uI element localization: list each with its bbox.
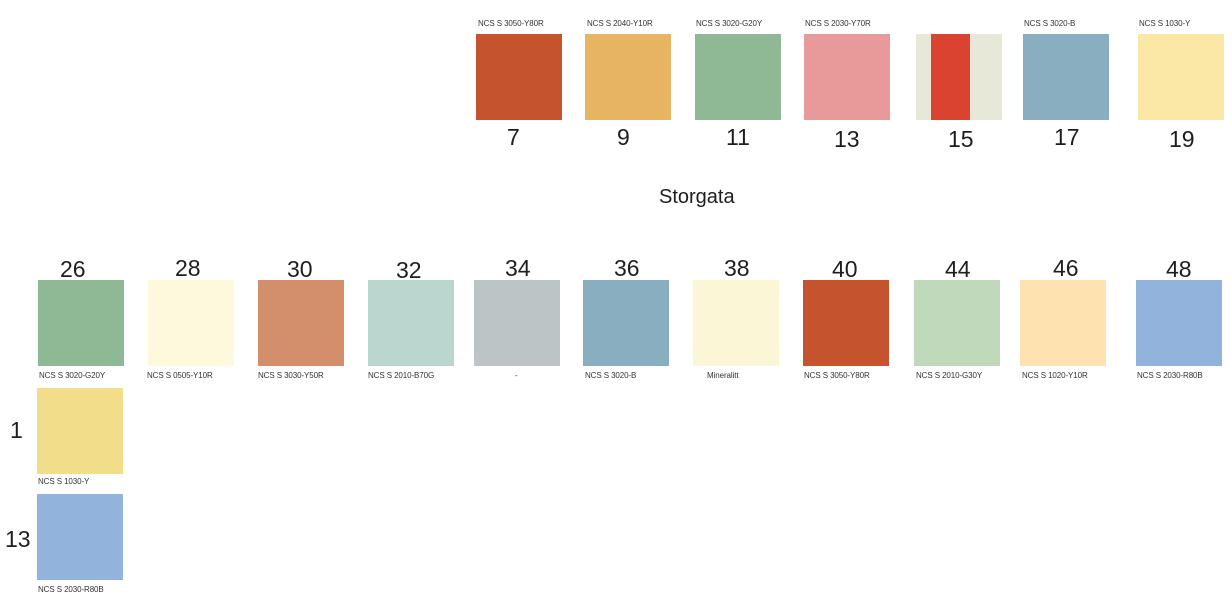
color-swatch [148, 280, 234, 366]
color-swatch [804, 34, 890, 120]
swatch-code: NCS S 3020-G20Y [39, 371, 106, 380]
swatch-code: NCS S 3020-B [1024, 19, 1076, 28]
house-number: 30 [287, 256, 313, 282]
house-number: 7 [507, 124, 520, 150]
house-number: 13 [834, 126, 860, 152]
swatch-code: NCS S 1030-Y [1139, 19, 1191, 28]
house-number: 11 [726, 124, 750, 150]
striped-swatch [916, 34, 1002, 120]
house-number: 32 [396, 257, 422, 283]
street-name: Storgata [659, 186, 735, 208]
house-number: 17 [1054, 124, 1080, 150]
house-number: 9 [617, 124, 630, 150]
stripe-center [931, 34, 970, 120]
color-swatch [803, 280, 889, 366]
house-number: 40 [832, 256, 858, 282]
stripe-right [970, 34, 1002, 120]
color-swatch [37, 388, 123, 474]
swatch-code: NCS S 1020-Y10R [1022, 371, 1088, 380]
swatch-code: NCS S 2030-R80B [1137, 371, 1203, 380]
color-swatch [37, 494, 123, 580]
color-swatch [474, 280, 560, 366]
swatch-code: - [515, 371, 518, 380]
house-number: 19 [1169, 126, 1195, 152]
swatch-code: NCS S 2030-R80B [38, 585, 104, 594]
color-swatch [693, 280, 779, 366]
color-swatch [1138, 34, 1224, 120]
swatch-code: NCS S 2010-G30Y [916, 371, 983, 380]
swatch-code: NCS S 0505-Y10R [147, 371, 213, 380]
swatch-code: NCS S 3020-G20Y [696, 19, 763, 28]
swatch-code: NCS S 2040-Y10R [587, 19, 653, 28]
house-number: 44 [945, 256, 971, 282]
house-number: 48 [1166, 256, 1192, 282]
color-swatch [583, 280, 669, 366]
house-number: 34 [505, 255, 531, 281]
color-swatch [1020, 280, 1106, 366]
house-number: 15 [948, 126, 974, 152]
color-swatch [585, 34, 671, 120]
swatch-code: Mineralitt [707, 371, 739, 380]
color-swatch [1136, 280, 1222, 366]
color-swatch [914, 280, 1000, 366]
house-number: 28 [175, 255, 201, 281]
color-swatch [695, 34, 781, 120]
swatch-code: NCS S 3020-B [585, 371, 637, 380]
swatch-code: NCS S 2030-Y70R [805, 19, 871, 28]
color-swatch [476, 34, 562, 120]
house-number: 36 [614, 255, 640, 281]
stripe-left [916, 34, 931, 120]
house-number: 13 [5, 526, 31, 552]
house-number: 38 [724, 255, 750, 281]
swatch-code: NCS S 3030-Y50R [258, 371, 324, 380]
color-swatch [38, 280, 124, 366]
house-number: 26 [60, 256, 86, 282]
house-number: 1 [10, 417, 23, 443]
swatch-code: NCS S 3050-Y80R [478, 19, 544, 28]
house-number: 46 [1053, 255, 1079, 281]
color-swatch [258, 280, 344, 366]
color-swatch [368, 280, 454, 366]
swatch-code: NCS S 2010-B70G [368, 371, 435, 380]
swatch-code: NCS S 1030-Y [38, 477, 90, 486]
swatch-code: NCS S 3050-Y80R [804, 371, 870, 380]
color-swatch [1023, 34, 1109, 120]
